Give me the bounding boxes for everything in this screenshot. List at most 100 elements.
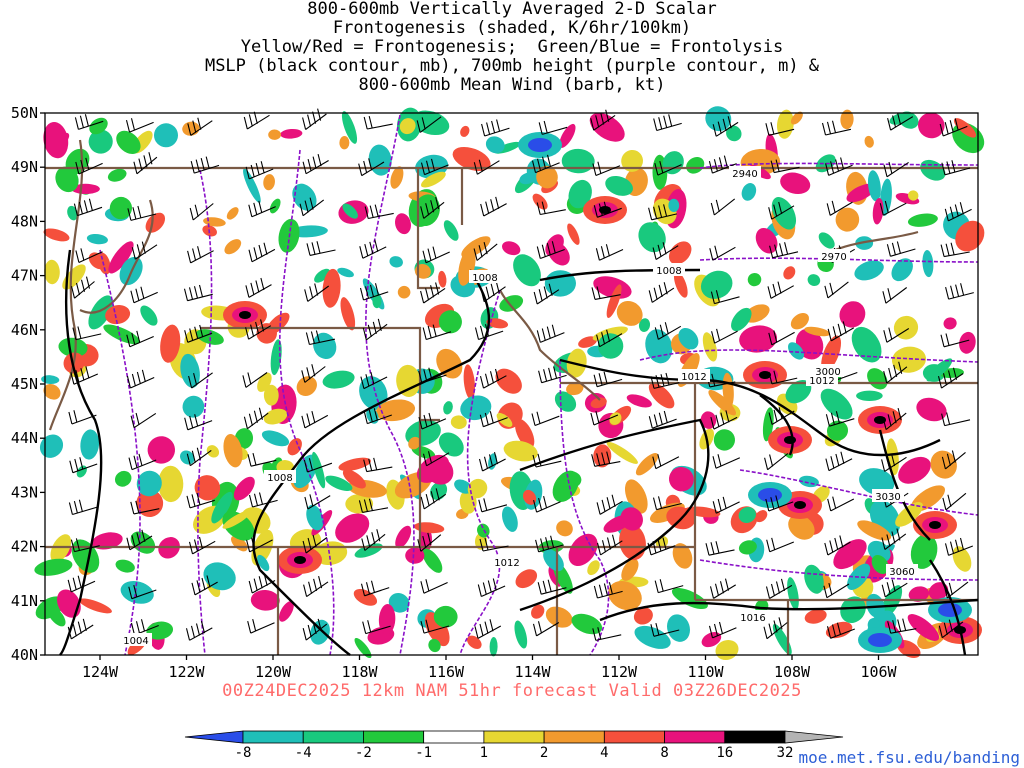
- frontogenesis-cell: [390, 166, 404, 189]
- wind-barb: [883, 161, 909, 178]
- wind-barb: [417, 532, 442, 552]
- title-line-4: MSLP (black contour, mb), 700mb height (…: [204, 56, 820, 76]
- frontogenesis-cell: [467, 635, 482, 649]
- frontogenesis-cell: [396, 364, 421, 397]
- frontolysis-cell: [312, 451, 326, 489]
- wind-barb: [881, 528, 907, 550]
- colorbar-bin: [483, 730, 545, 744]
- frontogenesis-cell: [160, 324, 181, 363]
- lat-label: 50N: [11, 104, 38, 122]
- wind-barb: [188, 536, 216, 555]
- frontogenesis-cell: [559, 123, 576, 148]
- title-line-3: Yellow/Red = Frontogenesis; Green/Blue =…: [240, 37, 784, 57]
- lat-label: 40N: [11, 646, 38, 664]
- wind-barb: [770, 159, 800, 174]
- wind-barb: [418, 412, 447, 430]
- wind-barb: [362, 318, 388, 341]
- frontolysis-cell: [678, 327, 699, 350]
- colorbar: [184, 730, 844, 744]
- frontolysis-cell: [388, 593, 410, 613]
- frontolysis-cell: [859, 468, 895, 496]
- lat-label: 44N: [11, 429, 38, 447]
- frontogenesis-cell: [616, 300, 643, 326]
- wind-barb: [769, 242, 799, 259]
- frontolysis-cell: [222, 511, 255, 541]
- frontogenesis-cell: [755, 227, 778, 254]
- frontogenesis-cell: [338, 457, 371, 471]
- frontolysis-cell: [211, 491, 233, 524]
- frontolysis-cell: [891, 258, 913, 282]
- wind-barb: [596, 329, 623, 348]
- wind-barb: [184, 414, 213, 431]
- colorbar-label: 2: [539, 745, 549, 761]
- frontogenesis-cell: [145, 212, 166, 233]
- wind-barb: [245, 161, 274, 180]
- frontogenesis-max: [759, 371, 771, 379]
- frontolysis-cell: [851, 326, 882, 363]
- wind-barb: [301, 410, 329, 429]
- frontogenesis-cell: [342, 469, 366, 489]
- wind-barb: [479, 368, 507, 389]
- wind-barb: [709, 245, 736, 261]
- frontolysis-cell: [261, 430, 290, 447]
- frontogenesis-cell: [420, 171, 446, 188]
- wind-barb: [592, 161, 621, 177]
- map-axes: 50N 49N 48N 47N 46N 45N 44N 43N 42N 41N 40N 124W 122…: [11, 104, 898, 681]
- wind-barb: [247, 452, 277, 467]
- frontogenesis-cell: [463, 364, 475, 400]
- wind-barb: [130, 412, 157, 429]
- frontogenesis-cell: [568, 533, 598, 567]
- height-contour-label: 3060: [889, 567, 914, 578]
- frontolysis-cell: [257, 554, 270, 572]
- frontogenesis-cell: [268, 129, 281, 140]
- wind-barb: [68, 410, 97, 425]
- frontolysis-cell: [428, 638, 441, 653]
- frontogenesis-cell: [578, 336, 598, 348]
- frontogenesis-cell: [395, 525, 412, 549]
- wind-barb: [941, 412, 971, 427]
- frontolysis-cell: [203, 562, 236, 591]
- frontolysis-cell: [840, 596, 866, 623]
- frontogenesis-cell: [777, 109, 794, 139]
- frontogenesis-cell: [226, 207, 239, 220]
- mslp-contour-label: 1012: [494, 558, 519, 569]
- frontogenesis-cell: [754, 510, 768, 523]
- wind-barb: [710, 290, 740, 305]
- wind-barb: [188, 372, 213, 389]
- frontolysis-cell: [342, 203, 358, 219]
- wind-barb: [768, 407, 795, 425]
- frontolysis-cell: [502, 506, 518, 532]
- wind-barb: [359, 239, 387, 259]
- frontolysis-cell: [47, 606, 66, 627]
- wind-barb: [73, 198, 103, 217]
- wind-barb: [359, 283, 389, 301]
- frontolysis-cell: [686, 156, 705, 174]
- wind-barb: [248, 242, 276, 263]
- wind-barb: [301, 364, 326, 383]
- wind-barb: [593, 371, 623, 388]
- frontolysis-core: [938, 603, 962, 617]
- colorbar-label: -8: [234, 745, 252, 761]
- frontolysis-cell: [926, 358, 953, 382]
- frontogenesis-cell: [943, 317, 957, 330]
- frontogenesis-cell: [835, 207, 860, 232]
- wind-barb: [882, 287, 908, 304]
- wind-barb: [648, 282, 675, 303]
- wind-barb: [709, 578, 736, 599]
- lat-label: 49N: [11, 158, 38, 176]
- wind-barb: [126, 529, 153, 551]
- frontolysis-cell: [867, 368, 888, 390]
- frontolysis-cell: [116, 130, 141, 154]
- wind-barb: [304, 494, 331, 510]
- colorbar-bin: [423, 730, 485, 744]
- frontogenesis-cell: [804, 609, 827, 624]
- frontolysis-cell: [634, 625, 671, 649]
- frontolysis-cell: [154, 123, 178, 148]
- frontolysis-cell: [871, 554, 889, 575]
- colorbar-bin: [603, 730, 665, 744]
- frontolysis-cell: [322, 370, 355, 389]
- frontogenesis-cell: [105, 305, 131, 325]
- frontolysis-cell: [477, 523, 490, 538]
- frontogenesis-shading: [34, 106, 985, 661]
- credit-url[interactable]: moe.met.fsu.edu/banding: [798, 748, 1020, 767]
